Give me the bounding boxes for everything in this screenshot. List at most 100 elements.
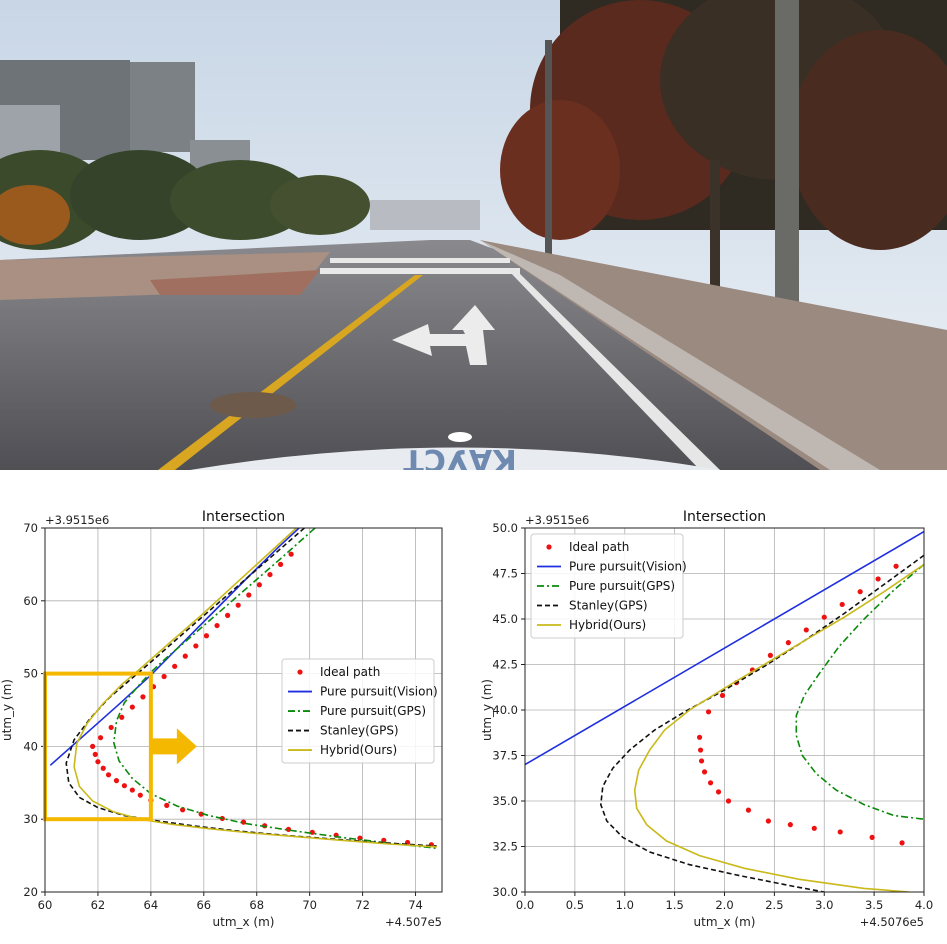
chart-1-y-tick-label: 40.0 <box>492 703 518 717</box>
chart-1-y-tick-label: 45.0 <box>492 612 518 626</box>
chart-1-x-tick-label: 3.5 <box>865 898 883 912</box>
chart-1-series-ideal-path-point <box>821 614 827 620</box>
chart-0-series-ideal-path-point <box>246 592 252 598</box>
chart-0-series-ideal-path-point <box>288 551 294 557</box>
chart-0-legend-hybrid-ours-label: Hybrid(Ours) <box>320 743 397 757</box>
chart-1-series-ideal-path-point <box>701 769 708 775</box>
chart-1-y-tick-label: 47.5 <box>492 567 518 581</box>
chart-0-x-tick-label: 66 <box>196 898 211 912</box>
chart-0-x-axis-label: utm_x (m) <box>213 915 275 929</box>
chart-1-series-ideal-path-point <box>857 589 863 595</box>
chart-1-series-pure-pursuit-vision-line <box>525 530 924 766</box>
chart-1-y-tick-label: 30.0 <box>492 885 518 899</box>
chart-1-y-tick-label: 42.5 <box>492 658 518 672</box>
chart-1-series-ideal-path-point <box>767 652 773 658</box>
chart-0-x-tick-label: 72 <box>355 898 370 912</box>
chart-1-series-ideal-path-point <box>803 627 809 633</box>
chart-0-series-ideal-path-point <box>256 582 262 588</box>
chart-1-y-tick-label: 37.5 <box>492 749 518 763</box>
chart-1-x-offset-label: +4.5076e5 <box>860 915 924 929</box>
chart-0-legend-pure-pursuit-vision-label: Pure pursuit(Vision) <box>320 685 438 699</box>
chart-0-legend-box <box>281 658 435 764</box>
chart-0-series-ideal-path-point <box>357 835 363 841</box>
vehicle-hood: КАУСТ <box>190 432 720 470</box>
chart-0-x-tick-label: 74 <box>408 898 423 912</box>
chart-1-series-ideal-path-point <box>869 834 875 840</box>
chart-0-series-ideal-path-point <box>193 643 199 649</box>
chart-0-series-ideal-path-point <box>267 571 273 578</box>
chart-1-legend: Ideal path Pure pursuit(Vision) Pure pursu… <box>530 533 687 639</box>
chart-1-series-ideal-path-point <box>715 789 722 795</box>
chart-left: 60 62 64 66 68 70 72 74 20 30 40 50 60 70 Intersection… <box>0 509 443 929</box>
chart-right: 0.0 0.5 1.0 1.5 2.0 2.5 3.0 3.5 4.0 30.0 32.5 35.0 3… <box>480 509 933 929</box>
chart-0-series-hybrid-ours-line <box>73 528 437 848</box>
chart-0-x-tick-label: 60 <box>38 898 53 912</box>
left-straight-arrow-icon <box>392 305 495 365</box>
chart-0-legend-pure-pursuit-gps-label: Pure pursuit(GPS) <box>320 704 426 718</box>
chart-0-y-tick-label: 30 <box>23 812 38 826</box>
chart-0-series-ideal-path-point <box>309 829 315 835</box>
chart-1-y-axis-label: utm_y (m) <box>480 679 494 741</box>
crosswalk <box>320 258 520 274</box>
chart-1-legend-hybrid-ours-label: Hybrid(Ours) <box>569 618 646 632</box>
chart-1-legend-pure-pursuit-vision-label: Pure pursuit(Vision) <box>569 560 687 574</box>
chart-0-series-ideal-path-point <box>105 772 112 778</box>
chart-1-series-ideal-path-point <box>811 825 817 831</box>
chart-0-series-ideal-path-point <box>108 724 114 731</box>
chart-1-series-ideal-path-point <box>707 780 714 786</box>
chart-0-series-ideal-path-point <box>240 819 247 825</box>
chart-0-x-tick-label: 68 <box>249 898 264 912</box>
chart-1-series-ideal-path-point <box>725 798 732 804</box>
chart-0-x-tick-label: 62 <box>91 898 106 912</box>
chart-1-series-hybrid-ours-line <box>633 563 924 892</box>
chart-0-x-tick-label: 70 <box>302 898 317 912</box>
chart-1-x-tick-label: 2.0 <box>715 898 733 912</box>
chart-0-series-ideal-path-point <box>129 704 135 710</box>
chart-1-series-ideal-path-point <box>839 601 845 608</box>
center-line <box>158 275 423 470</box>
chart-0-axes-frame <box>44 527 443 893</box>
chart-0-y-offset-label: +3.9515e6 <box>45 513 109 527</box>
vehicle-badge: КАУСТ <box>403 442 517 470</box>
chart-0-title: Intersection <box>202 509 285 525</box>
chart-1-legend-stanley-gps-label: Stanley(GPS) <box>569 599 648 613</box>
chart-0-series-ideal-path-point <box>129 787 135 793</box>
chart-0-series-ideal-path-point <box>140 694 146 700</box>
chart-1-series-ideal-path-point <box>785 640 791 646</box>
chart-0-x-tick-label: 64 <box>144 898 159 912</box>
chart-0-y-tick-label: 70 <box>23 521 38 535</box>
chart-0-x-offset-label: +4.507e5 <box>385 915 442 929</box>
chart-1-x-tick-label: 2.5 <box>765 898 783 912</box>
chart-1-series-ideal-path-point <box>698 758 705 764</box>
chart-1-series-ideal-path-point <box>719 692 726 699</box>
chart-1-axes-frame <box>524 527 925 893</box>
chart-0-series-ideal-path-point <box>95 759 101 765</box>
chart-1-legend-ideal-path-marker <box>546 544 552 550</box>
chart-1-series-pure-pursuit-gps-line <box>795 563 924 820</box>
chart-0-series-ideal-path-point <box>119 714 125 720</box>
chart-0-series-ideal-path-point <box>100 765 106 771</box>
chart-1-series-ideal-path-point <box>697 747 704 753</box>
chart-1-legend-pure-pursuit-gps-label: Pure pursuit(GPS) <box>569 579 675 593</box>
chart-1-y-tick-label: 32.5 <box>492 840 518 854</box>
chart-1-x-tick-label: 3.0 <box>815 898 833 912</box>
chart-1-series-ideal-path-point <box>837 829 843 835</box>
chart-0-legend-stanley-gps-label: Stanley(GPS) <box>320 724 399 738</box>
chart-0-y-axis-label: utm_y (m) <box>0 679 14 741</box>
chart-0-legend-ideal-path-marker <box>297 669 303 675</box>
chart-0-y-tick-label: 40 <box>23 739 38 753</box>
chart-1-series-ideal-path-point <box>899 840 905 846</box>
chart-1-title: Intersection <box>683 509 766 525</box>
manhole-cover <box>210 392 296 418</box>
chart-1-series-ideal-path-point <box>705 709 712 715</box>
chart-1-legend-ideal-path-label: Ideal path <box>569 540 629 554</box>
chart-0-series-ideal-path-point <box>182 653 188 659</box>
chart-0-series-ideal-path-point <box>161 673 167 680</box>
chart-0-series-ideal-path-point <box>225 612 231 618</box>
chart-1-series-ideal-path-point <box>745 807 752 813</box>
chart-1-series-ideal-path-point <box>765 818 771 824</box>
chart-0-y-tick-label: 60 <box>23 594 38 608</box>
chart-0-series-ideal-path-point <box>235 602 241 608</box>
chart-1-y-offset-label: +3.9515e6 <box>525 513 589 527</box>
chart-0-legend: Ideal path Pure pursuit(Vision) Pure pursu… <box>281 658 438 764</box>
